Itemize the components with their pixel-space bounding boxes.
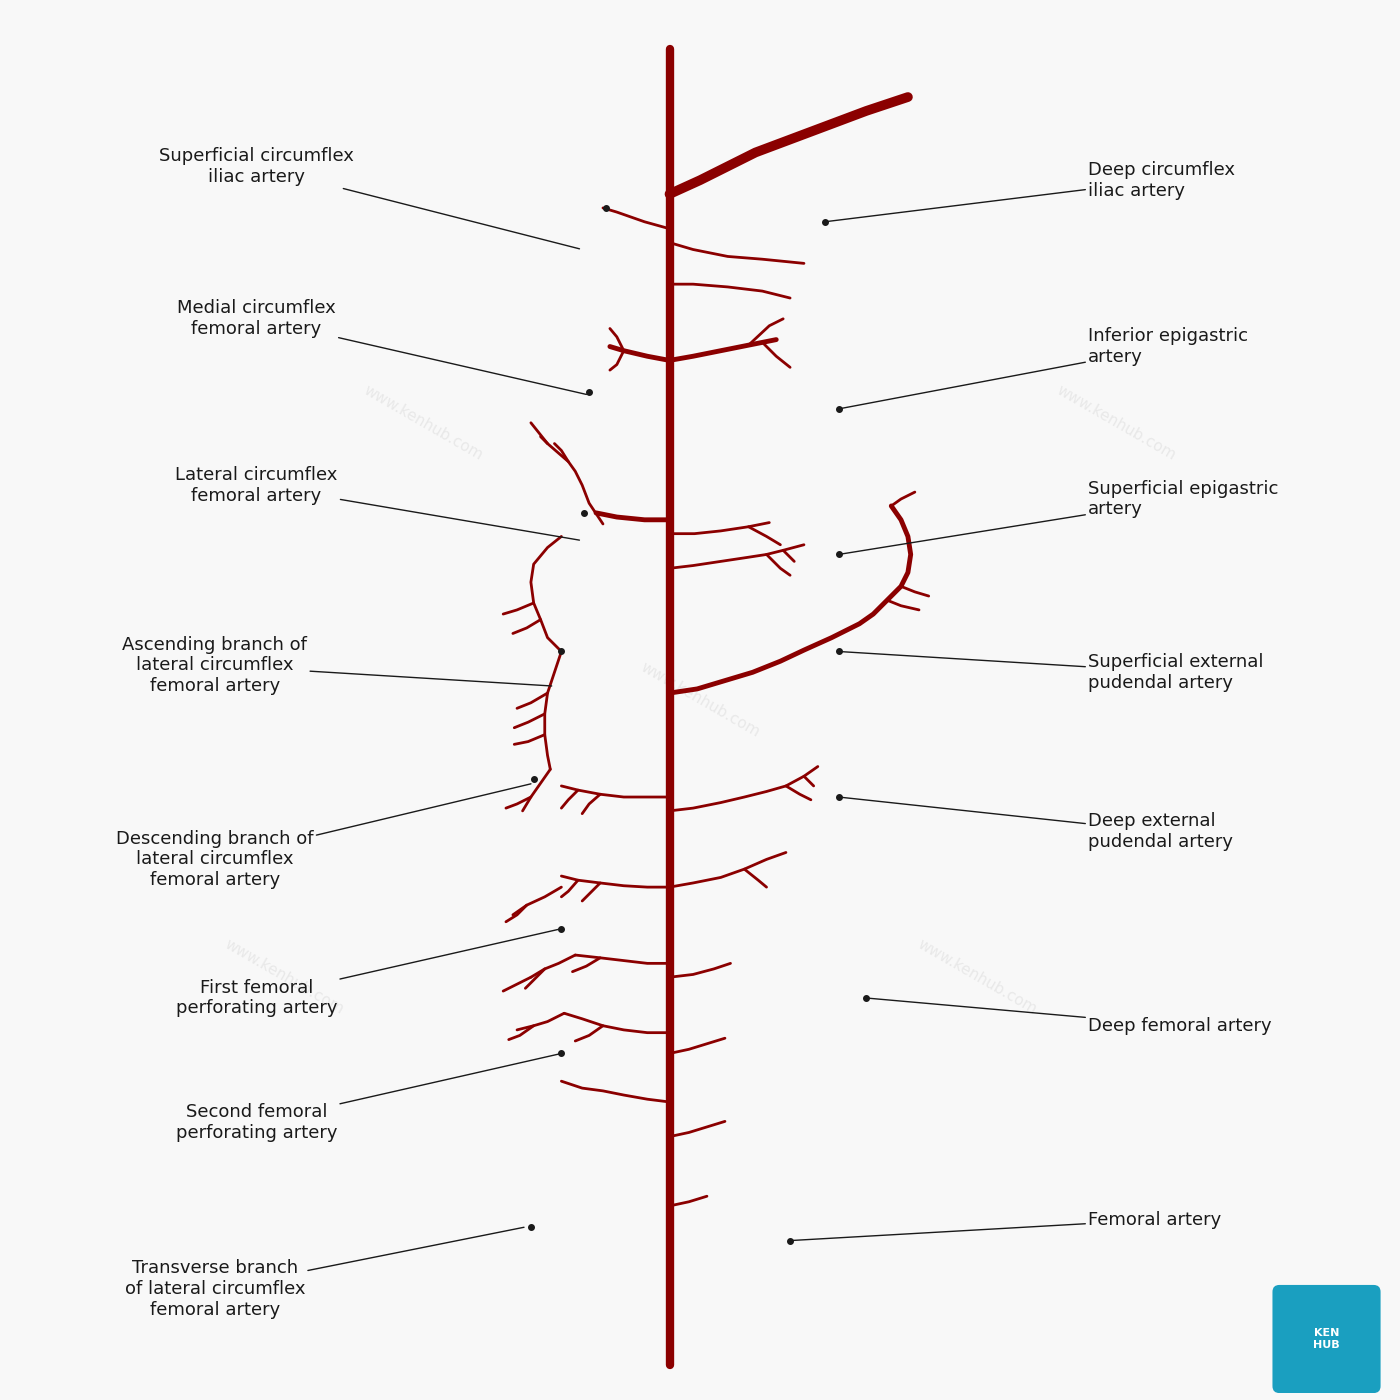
Text: www.kenhub.com: www.kenhub.com [638, 659, 762, 741]
Text: Deep femoral artery: Deep femoral artery [869, 998, 1271, 1035]
Text: www.kenhub.com: www.kenhub.com [223, 937, 346, 1018]
Text: First femoral
perforating artery: First femoral perforating artery [175, 930, 559, 1018]
Text: Superficial external
pudendal artery: Superficial external pudendal artery [841, 651, 1264, 692]
Text: KEN
HUB: KEN HUB [1313, 1329, 1340, 1350]
Text: Deep external
pudendal artery: Deep external pudendal artery [841, 798, 1233, 851]
Text: Second femoral
perforating artery: Second femoral perforating artery [175, 1054, 559, 1142]
Text: Superficial circumflex
iliac artery: Superficial circumflex iliac artery [160, 147, 580, 249]
Text: Lateral circumflex
femoral artery: Lateral circumflex femoral artery [175, 466, 580, 540]
Text: Inferior epigastric
artery: Inferior epigastric artery [841, 328, 1249, 409]
Text: Superficial epigastric
artery: Superficial epigastric artery [841, 480, 1278, 554]
Text: Deep circumflex
iliac artery: Deep circumflex iliac artery [827, 161, 1235, 221]
Text: www.kenhub.com: www.kenhub.com [1054, 382, 1177, 463]
Text: Descending branch of
lateral circumflex
femoral artery: Descending branch of lateral circumflex … [116, 784, 531, 889]
Text: Transverse branch
of lateral circumflex
femoral artery: Transverse branch of lateral circumflex … [125, 1228, 524, 1319]
Text: Medial circumflex
femoral artery: Medial circumflex femoral artery [176, 300, 587, 395]
FancyBboxPatch shape [1273, 1285, 1380, 1393]
Text: www.kenhub.com: www.kenhub.com [916, 937, 1039, 1018]
Text: Femoral artery: Femoral artery [792, 1211, 1221, 1240]
Text: www.kenhub.com: www.kenhub.com [361, 382, 484, 463]
Text: Ascending branch of
lateral circumflex
femoral artery: Ascending branch of lateral circumflex f… [122, 636, 552, 696]
